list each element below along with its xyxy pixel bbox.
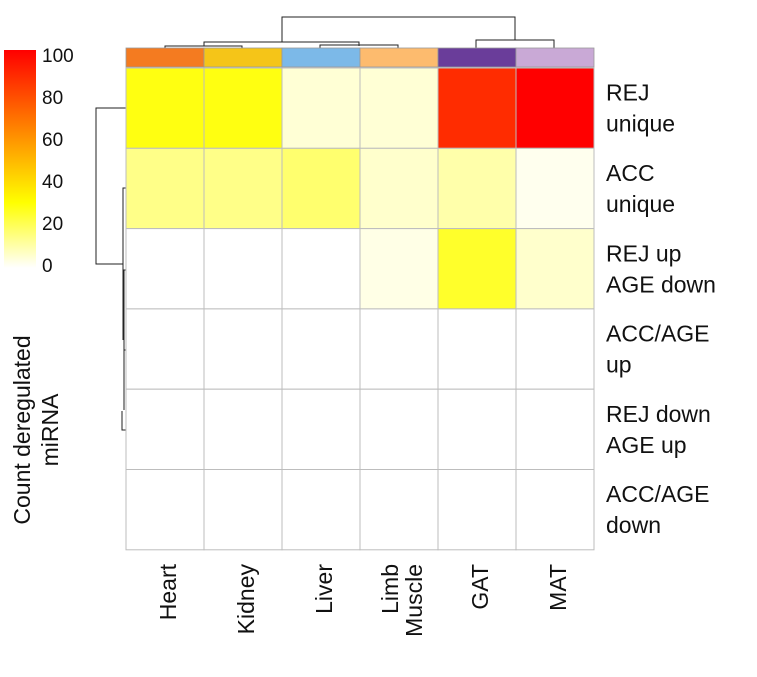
row-label: unique (606, 191, 675, 217)
heatmap-cell (359, 147, 439, 230)
heatmap-cell (125, 228, 205, 310)
heatmap-cell (203, 67, 283, 149)
colorbar-tick-label: 100 (42, 46, 74, 67)
heatmap-cell (359, 388, 439, 471)
heatmap-cell (125, 469, 205, 551)
heatmap-cell (437, 469, 517, 551)
column-annotation-swatch (281, 47, 361, 68)
column-dendrogram (164, 16, 555, 48)
row-label: ACC (606, 160, 655, 186)
row-label: AGE up (606, 432, 687, 458)
colorbar-label-line: Count deregulated (9, 335, 35, 524)
heatmap-cell (515, 469, 595, 551)
heatmap-cells (125, 67, 595, 551)
heatmap-cell (281, 469, 361, 551)
heatmap-cell (515, 308, 595, 390)
column-label: Kidney (233, 564, 259, 635)
column-annotation-bar (125, 47, 595, 68)
colorbar-tick-label: 40 (42, 172, 63, 193)
colorbar-label: Count deregulatedmiRNA (9, 335, 63, 524)
colorbar-gradient (4, 50, 36, 268)
heatmap-cell (437, 228, 517, 310)
heatmap-cell (125, 67, 205, 149)
heatmap-cell (515, 67, 595, 149)
heatmap-cell (203, 469, 283, 551)
heatmap-cell (281, 67, 361, 149)
column-annotation-swatch (437, 47, 517, 68)
row-dendrogram (95, 107, 126, 431)
heatmap-cell (359, 67, 439, 149)
colorbar-tick-label: 60 (42, 130, 63, 151)
heatmap-cell (281, 228, 361, 310)
heatmap-cell (203, 308, 283, 390)
heatmap-cell (281, 147, 361, 230)
column-label: Liver (311, 564, 337, 614)
column-annotation-swatch (515, 47, 595, 68)
heatmap-cell (281, 308, 361, 390)
colorbar-tick-label: 0 (42, 256, 53, 277)
colorbar-label-line: miRNA (37, 393, 63, 466)
row-label: REJ up (606, 240, 681, 266)
heatmap-cell (125, 308, 205, 390)
row-label: ACC/AGE (606, 321, 710, 347)
heatmap-cell (203, 228, 283, 310)
column-label: GAT (467, 564, 493, 610)
column-annotation-swatch (125, 47, 205, 68)
column-annotation-swatch (203, 47, 283, 68)
column-label: MAT (545, 564, 571, 611)
column-annotation-swatch (359, 47, 439, 68)
colorbar-tick-label: 20 (42, 214, 63, 235)
heatmap-cell (437, 147, 517, 230)
heatmap-cell (125, 147, 205, 230)
heatmap-cell (515, 147, 595, 230)
heatmap-cell (125, 388, 205, 471)
heatmap-cell (359, 308, 439, 390)
row-label: up (606, 352, 632, 378)
heatmap-cell (359, 228, 439, 310)
row-label: REJ (606, 80, 649, 106)
row-labels: REJ unique ACC unique REJ up AGE down ACC/AGE u… (606, 80, 716, 539)
row-label: down (606, 512, 661, 538)
row-label: REJ down (606, 401, 711, 427)
heatmap-cell (437, 308, 517, 390)
heatmap-cell (515, 228, 595, 310)
colorbar-tick-label: 80 (42, 88, 63, 109)
heatmap-cell (359, 469, 439, 551)
column-label: Heart (155, 563, 181, 620)
heatmap-cell (515, 388, 595, 471)
heatmap-cell (437, 67, 517, 149)
row-label: AGE down (606, 271, 716, 297)
row-label: ACC/AGE (606, 481, 710, 507)
heatmap-cell (203, 388, 283, 471)
heatmap-cell (281, 388, 361, 471)
column-label: Limb (377, 564, 403, 614)
heatmap-cell (437, 388, 517, 471)
row-label: unique (606, 111, 675, 137)
column-label: Muscle (401, 564, 427, 637)
colorbar: 0 20 40 60 80 100 Count deregulatedmiRNA (4, 46, 74, 525)
heatmap-cell (203, 147, 283, 230)
